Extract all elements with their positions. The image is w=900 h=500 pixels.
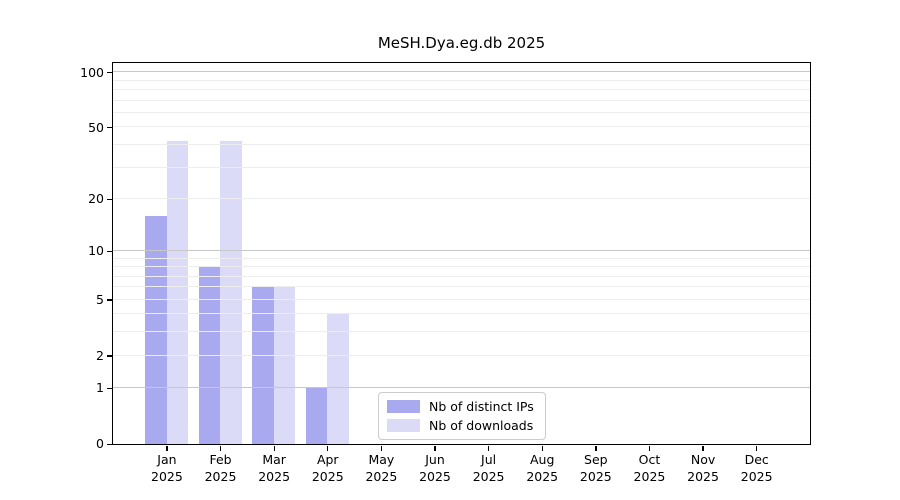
- x-tick-label: Feb 2025: [204, 452, 237, 484]
- minor-gridline: [113, 112, 810, 113]
- legend-item-distinct-ips: Nb of distinct IPs: [387, 399, 534, 414]
- y-tick: [107, 198, 112, 200]
- minor-gridline: [113, 99, 810, 101]
- x-tick: [488, 446, 490, 451]
- plot-area: [112, 62, 811, 445]
- x-tick: [648, 446, 651, 451]
- x-tick: [166, 446, 168, 451]
- bar-apr-downloads: [327, 314, 350, 444]
- y-tick-label: 1: [96, 380, 104, 396]
- x-tick: [219, 446, 222, 451]
- x-tick: [434, 446, 436, 451]
- x-tick: [595, 446, 597, 451]
- minor-gridline: [113, 275, 810, 277]
- x-tick-label: Nov 2025: [687, 452, 719, 484]
- x-tick-label: May 2025: [365, 452, 398, 484]
- minor-gridline: [113, 354, 810, 356]
- y-tick-label: 2: [96, 347, 104, 363]
- x-tick-label: Mar 2025: [258, 452, 291, 484]
- y-tick-label: 20: [88, 191, 104, 207]
- minor-gridline: [113, 298, 810, 300]
- minor-gridline: [113, 197, 810, 199]
- y-tick: [107, 72, 112, 74]
- bar-feb-distinct-ips: [198, 267, 221, 444]
- minor-gridline: [113, 166, 810, 168]
- x-tick-label: Jan 2025: [151, 452, 183, 484]
- y-tick-label: 10: [88, 243, 104, 259]
- minor-gridline: [113, 257, 810, 259]
- x-tick-label: Oct 2025: [633, 452, 666, 484]
- minor-gridline: [113, 144, 810, 145]
- minor-gridline: [113, 313, 810, 315]
- x-tick-label: Jun 2025: [419, 452, 451, 484]
- minor-gridline: [113, 89, 810, 91]
- major-gridline: [113, 387, 810, 389]
- major-gridline: [113, 249, 810, 251]
- minor-gridline: [113, 331, 810, 333]
- y-tick-label: 100: [80, 64, 104, 80]
- x-tick: [756, 446, 758, 451]
- legend-swatch-downloads: [387, 419, 420, 432]
- y-tick: [107, 127, 112, 129]
- chart-title: MeSH.Dya.eg.db 2025: [377, 34, 546, 52]
- minor-gridline: [113, 286, 810, 288]
- legend-swatch-distinct-ips: [387, 400, 420, 413]
- y-tick-label: 0: [96, 436, 104, 452]
- minor-gridline: [113, 126, 810, 128]
- legend-label-distinct-ips: Nb of distinct IPs: [429, 399, 534, 414]
- legend: Nb of distinct IPs Nb of downloads: [378, 392, 546, 440]
- y-tick: [107, 443, 112, 445]
- x-tick-label: Apr 2025: [311, 452, 344, 484]
- legend-item-downloads: Nb of downloads: [387, 418, 534, 433]
- bar-apr-distinct-ips: [305, 388, 328, 444]
- x-tick-label: Jul 2025: [472, 452, 505, 484]
- x-tick: [273, 446, 275, 451]
- bar-jan-distinct-ips: [145, 215, 167, 444]
- y-tick: [107, 299, 112, 301]
- x-tick: [380, 446, 383, 451]
- minor-gridline: [113, 79, 810, 81]
- y-tick: [107, 250, 112, 252]
- x-tick-label: Dec 2025: [740, 452, 773, 484]
- x-tick: [541, 446, 543, 451]
- x-tick: [702, 446, 704, 451]
- major-gridline: [113, 71, 810, 73]
- y-tick: [107, 387, 112, 390]
- minor-gridline: [113, 266, 810, 268]
- x-tick-label: Sep 2025: [579, 452, 612, 484]
- bar-jan-downloads: [166, 141, 189, 444]
- y-tick: [107, 355, 112, 357]
- bar-mar-distinct-ips: [252, 287, 274, 444]
- legend-label-downloads: Nb of downloads: [429, 418, 534, 433]
- bar-mar-downloads: [273, 287, 296, 444]
- y-tick-label: 50: [88, 119, 104, 135]
- x-tick-label: Aug 2025: [526, 452, 559, 484]
- bar-feb-downloads: [220, 141, 242, 444]
- y-tick-label: 5: [96, 292, 104, 308]
- x-tick: [327, 446, 329, 451]
